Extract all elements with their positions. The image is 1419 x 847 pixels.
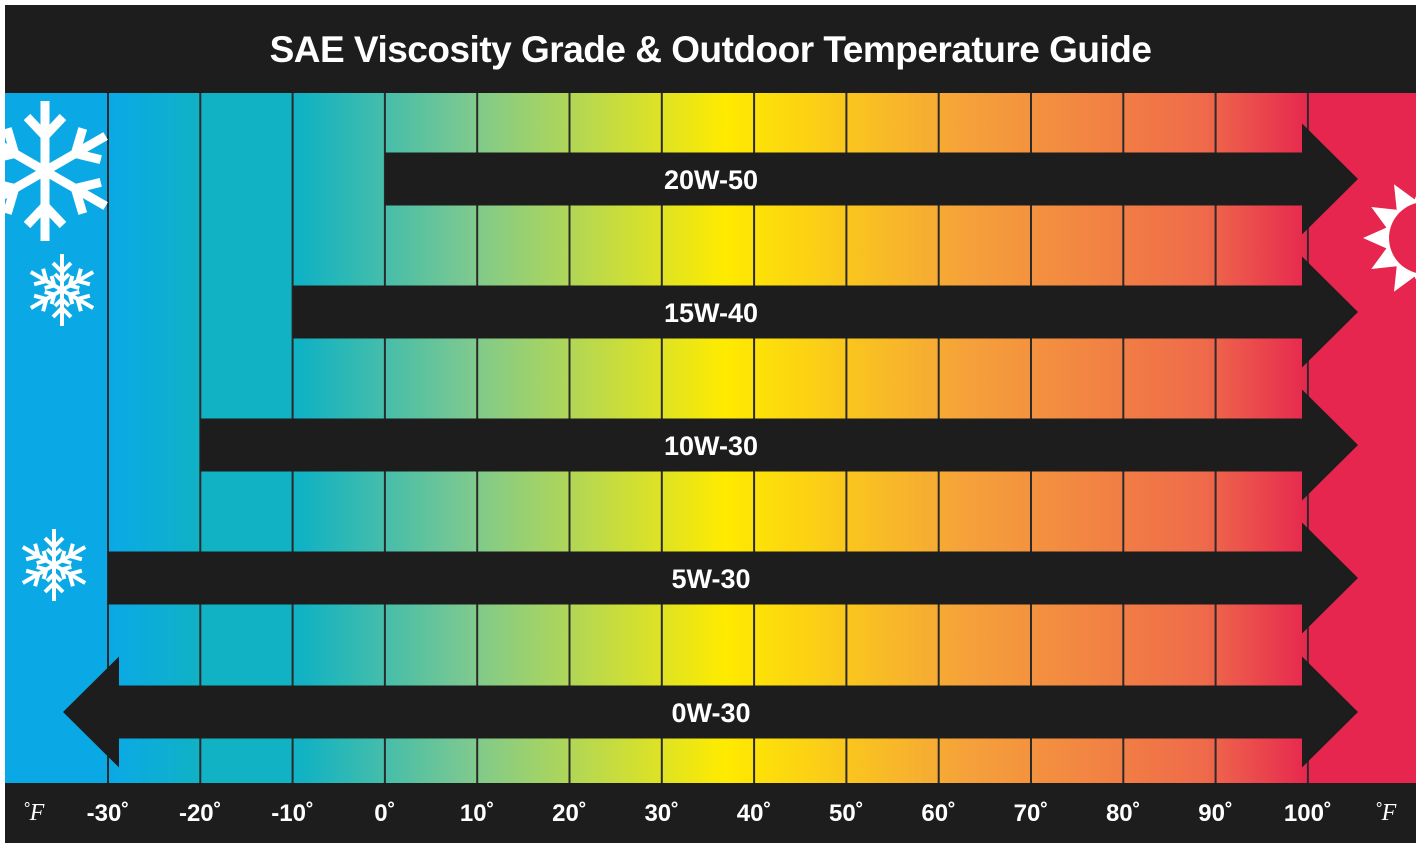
viscosity-bar-shape — [200, 389, 1358, 501]
viscosity-bar-shape — [384, 123, 1358, 235]
x-tick-label: -10˚ — [271, 800, 314, 827]
medium-snowflake-icon — [29, 254, 95, 326]
large-snowflake-icon — [5, 101, 108, 241]
viscosity-bar-label: 5W-30 — [672, 564, 751, 594]
x-tick-label: 40˚ — [737, 800, 772, 827]
viscosity-bar-20w-50: 20W-50 — [384, 123, 1358, 235]
x-axis: ˚F ˚F -30˚ -20˚ -10˚ 0˚ 10˚ 20˚ 30˚ 40˚ 50˚ 60˚ 70… — [22, 800, 1397, 827]
viscosity-bar-0w-30: 0W-30 — [63, 656, 1358, 768]
x-axis-bar: ˚F ˚F -30˚ -20˚ -10˚ 0˚ 10˚ 20˚ 30˚ 40˚ 50˚ 60˚ 70… — [5, 783, 1416, 843]
x-tick-label: 10˚ — [460, 800, 495, 827]
x-tick-label: 30˚ — [644, 800, 679, 827]
x-tick-label: -20˚ — [179, 800, 222, 827]
viscosity-bar-label: 0W-30 — [672, 698, 751, 728]
x-tick-label: 70˚ — [1014, 800, 1049, 827]
viscosity-bars: 20W-50 15W-40 10W-30 5W-30 0W-30 — [63, 123, 1359, 768]
x-tick-label: 90˚ — [1198, 800, 1233, 827]
x-tick-label: 50˚ — [829, 800, 864, 827]
x-axis-ticks: -30˚ -20˚ -10˚ 0˚ 10˚ 20˚ 30˚ 40˚ 50˚ 60˚ 70˚ 80˚ 90… — [87, 800, 1332, 827]
chart-title: SAE Viscosity Grade & Outdoor Temperatur… — [269, 29, 1152, 70]
viscosity-bar-shape — [292, 256, 1359, 368]
unit-label-left: ˚F — [22, 800, 45, 826]
viscosity-bar-label: 15W-40 — [664, 298, 758, 328]
x-tick-label: 60˚ — [921, 800, 956, 827]
viscosity-bar-shape — [108, 522, 1358, 634]
chart-frame: SAE Viscosity Grade & Outdoor Temperatur… — [5, 5, 1416, 843]
unit-label-right: ˚F — [1374, 800, 1397, 826]
x-tick-label: 20˚ — [552, 800, 587, 827]
title-bar: SAE Viscosity Grade & Outdoor Temperatur… — [5, 5, 1416, 93]
x-tick-label: 100˚ — [1284, 800, 1332, 827]
viscosity-bar-shape — [63, 656, 1358, 768]
viscosity-bar-label: 10W-30 — [664, 431, 758, 461]
x-tick-label: 80˚ — [1106, 800, 1141, 827]
chart-area: 20W-50 15W-40 10W-30 5W-30 0W-30 — [5, 93, 1416, 783]
small-snowflake-icon — [21, 529, 87, 601]
viscosity-bar-label: 20W-50 — [664, 165, 758, 195]
viscosity-bar-10w-30: 10W-30 — [200, 389, 1358, 501]
sun-icon — [1363, 184, 1416, 292]
viscosity-bar-15w-40: 15W-40 — [292, 256, 1359, 368]
viscosity-bar-5w-30: 5W-30 — [108, 522, 1358, 634]
x-tick-label: 0˚ — [374, 800, 395, 827]
x-tick-label: -30˚ — [87, 800, 130, 827]
